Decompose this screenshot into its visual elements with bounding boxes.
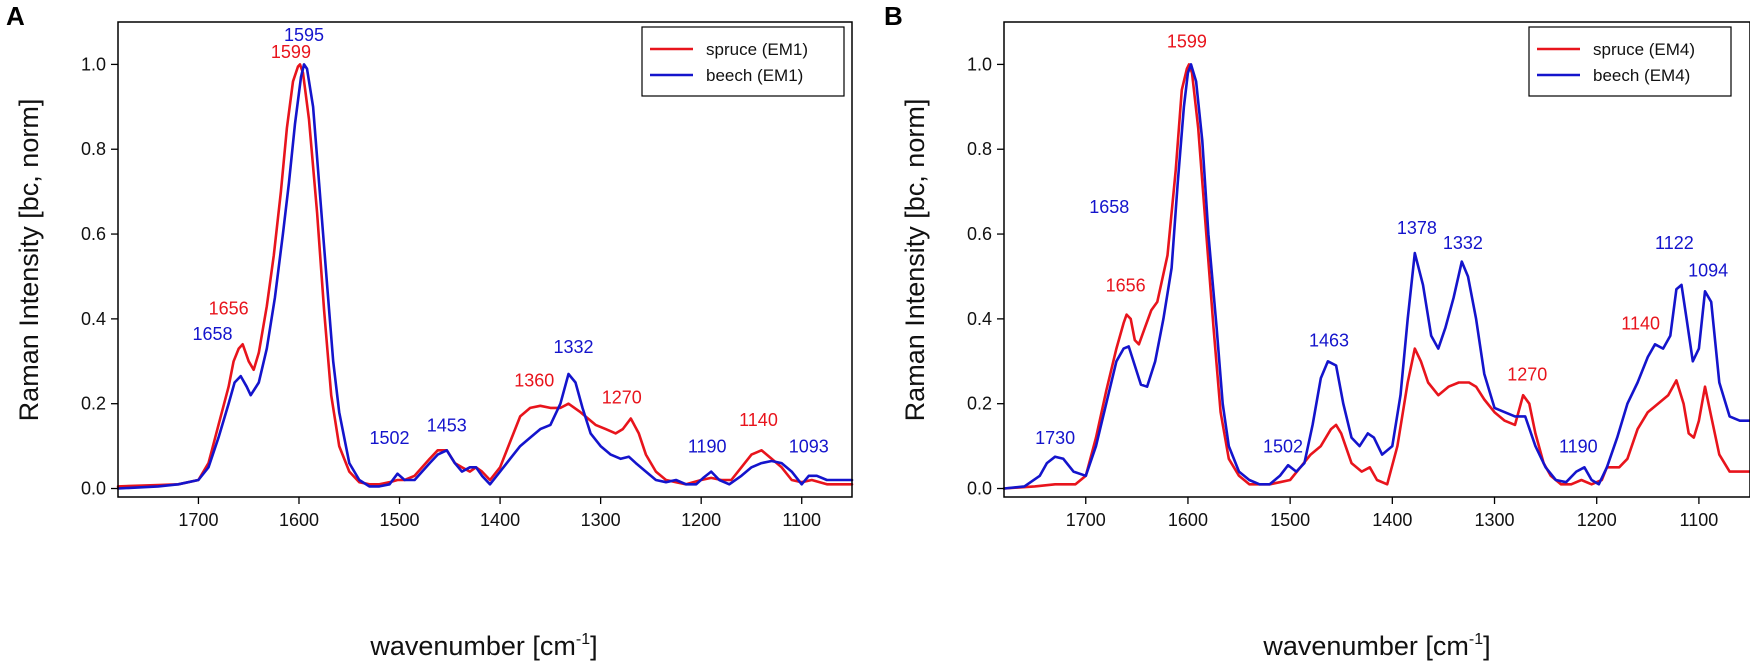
panel-b-x-tick-label-1200: 1200	[1577, 510, 1617, 530]
panel-b-peak-label-1094-12: 1094	[1688, 260, 1728, 280]
panel-b-x-tick-label-1700: 1700	[1066, 510, 1106, 530]
panel-b-peak-label-1502-4: 1502	[1263, 436, 1303, 456]
panel-b-y-axis-title: Raman Intensity [bc, norm]	[900, 99, 930, 422]
panel-b-peak-label-1378-6: 1378	[1397, 218, 1437, 238]
panel-a-peak-label-1360-5: 1360	[514, 371, 554, 391]
panel-a-y-axis-title: Raman Intensity [bc, norm]	[14, 99, 44, 422]
panel-b-legend: spruce (EM4) beech (EM4)	[1528, 26, 1732, 97]
panel-b-legend-label-beech: beech (EM4)	[1593, 66, 1690, 85]
panel-b-y-tick-label-0-6: 0.6	[967, 224, 992, 244]
panel-b-peak-label-1463-5: 1463	[1309, 330, 1349, 350]
panel-b-peak-label-1270-8: 1270	[1507, 364, 1547, 384]
panel-b-legend-box	[1528, 26, 1732, 97]
panel-a-x-tick-label-1500: 1500	[380, 510, 420, 530]
panel-b: B 1700 1600 1500 1400 1300 1200 1100 0.0 0.2 0.4 0…	[884, 1, 1750, 661]
panel-a-peak-label-1658-3: 1658	[192, 324, 232, 344]
panel-a-peak-label-1502-7: 1502	[369, 428, 409, 448]
panel-a-x-axis-title: wavenumber [cm-1]	[369, 631, 597, 661]
panel-a-y-tick-label-0-0: 0.0	[81, 479, 106, 499]
panel-b-x-tick-label-1300: 1300	[1474, 510, 1514, 530]
panel-b-plot-frame	[1003, 21, 1750, 498]
panel-b-x-tick-label-1600: 1600	[1168, 510, 1208, 530]
panel-a-peak-label-1595-0: 1595	[284, 25, 324, 45]
panel-b-y-tick-label-0-0: 0.0	[967, 479, 992, 499]
panel-a-peak-label-1270-6: 1270	[602, 388, 642, 408]
panel-b-peak-label-1190-9: 1190	[1559, 436, 1598, 456]
panel-a-y-tick-label-0-4: 0.4	[81, 309, 106, 329]
panel-b-peak-label-1730-3: 1730	[1035, 428, 1075, 448]
panel-b-peak-label-1140-10: 1140	[1621, 313, 1660, 333]
panel-a-x-tick-label-1200: 1200	[681, 510, 721, 530]
panel-a-peak-label-1140-10: 1140	[739, 410, 778, 430]
panel-a-y-tick-label-0-8: 0.8	[81, 139, 106, 159]
panel-a-legend-label-beech: beech (EM1)	[706, 66, 803, 85]
panel-b-x-tick-label-1100: 1100	[1680, 510, 1719, 530]
panel-a-x-tick-label-1700: 1700	[178, 510, 218, 530]
panel-b-peak-label-1122-11: 1122	[1655, 233, 1694, 253]
panel-a-x-tick-label-1600: 1600	[279, 510, 319, 530]
panel-b-series-beech-em4	[1002, 63, 1750, 490]
panel-a: A 1700 1600 1500 1400 1300 1200 1100 0.0 0.2 0.4 0…	[6, 1, 854, 661]
panel-a-peak-label-1599-1: 1599	[271, 42, 311, 62]
panel-b-y-tick-label-1-0: 1.0	[967, 54, 992, 74]
panel-b-x-tick-label-1400: 1400	[1372, 510, 1412, 530]
panel-a-peak-label-1190-9: 1190	[688, 436, 727, 456]
panel-b-peak-label-1599-0: 1599	[1167, 31, 1207, 51]
panel-b-peak-label-1332-7: 1332	[1443, 233, 1483, 253]
panel-a-y-tick-label-0-2: 0.2	[81, 394, 106, 414]
panel-a-series-beech-em1	[116, 63, 854, 490]
panel-a-legend: spruce (EM1) beech (EM1)	[641, 26, 845, 97]
panel-b-y-tick-label-0-8: 0.8	[967, 139, 992, 159]
panel-b-legend-label-spruce: spruce (EM4)	[1593, 40, 1695, 59]
panel-b-peak-label-1658-1: 1658	[1089, 197, 1129, 217]
panel-a-peak-label-1656-2: 1656	[209, 299, 249, 319]
panel-b-x-tick-label-1500: 1500	[1270, 510, 1310, 530]
panel-a-plot-frame	[117, 21, 853, 498]
panel-a-legend-box	[641, 26, 845, 97]
panel-a-legend-label-spruce: spruce (EM1)	[706, 40, 808, 59]
panel-a-y-tick-label-0-6: 0.6	[81, 224, 106, 244]
panel-a-peak-label-1093-11: 1093	[789, 436, 829, 456]
panel-a-peak-label-1332-4: 1332	[553, 337, 593, 357]
panel-b-series-spruce-em4	[1002, 63, 1750, 490]
panel-b-peak-label-1656-2: 1656	[1106, 275, 1146, 295]
panel-b-letter: B	[884, 1, 903, 31]
panel-a-x-tick-label-1100: 1100	[782, 510, 821, 530]
panel-a-y-tick-label-1-0: 1.0	[81, 54, 106, 74]
panel-b-x-axis-title: wavenumber [cm-1]	[1262, 631, 1490, 661]
panel-b-y-tick-label-0-4: 0.4	[967, 309, 992, 329]
panel-b-y-tick-label-0-2: 0.2	[967, 394, 992, 414]
panel-a-x-tick-label-1400: 1400	[480, 510, 520, 530]
panel-a-peak-label-1453-8: 1453	[427, 415, 467, 435]
panel-a-x-tick-label-1300: 1300	[581, 510, 621, 530]
panel-a-letter: A	[6, 1, 25, 31]
